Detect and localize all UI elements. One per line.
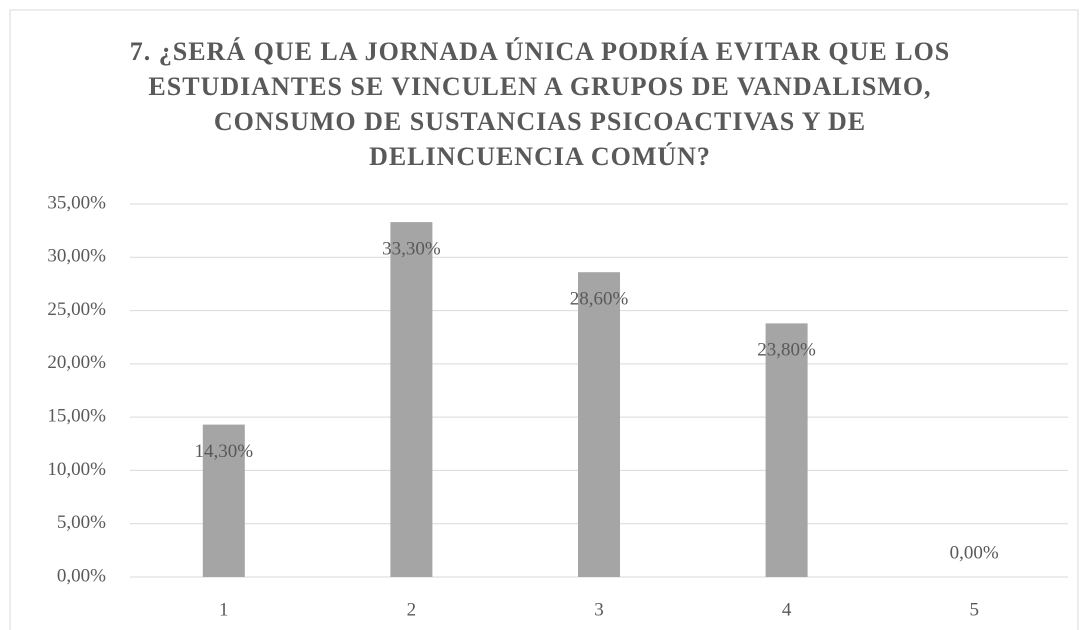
data-label: 14,30% [195, 441, 254, 462]
y-tick-label: 35,00% [47, 192, 106, 213]
data-label: 33,30% [382, 238, 441, 259]
x-tick-label: 5 [969, 599, 979, 620]
chart-title: 7. ¿SERÁ QUE LA JORNADA ÚNICA PODRÍA EVI… [129, 37, 951, 171]
bar [765, 323, 808, 577]
y-tick-label: 20,00% [47, 352, 106, 373]
data-label: 0,00% [950, 542, 999, 563]
y-tick-label: 25,00% [47, 299, 106, 320]
y-tick-label: 30,00% [47, 246, 106, 267]
y-tick-label: 0,00% [57, 565, 106, 586]
bar [390, 222, 433, 578]
chart-frame [9, 9, 1079, 630]
data-label: 28,60% [570, 289, 629, 310]
bar [578, 272, 620, 577]
data-label: 23,80% [757, 340, 816, 361]
y-tick-label: 5,00% [57, 512, 106, 533]
x-tick-label: 1 [219, 599, 229, 620]
y-tick-label: 10,00% [47, 459, 106, 480]
x-tick-label: 2 [407, 599, 417, 620]
x-tick-label: 3 [594, 599, 604, 620]
x-tick-label: 4 [782, 599, 792, 620]
bar [202, 424, 245, 577]
y-tick-label: 15,00% [47, 406, 106, 427]
